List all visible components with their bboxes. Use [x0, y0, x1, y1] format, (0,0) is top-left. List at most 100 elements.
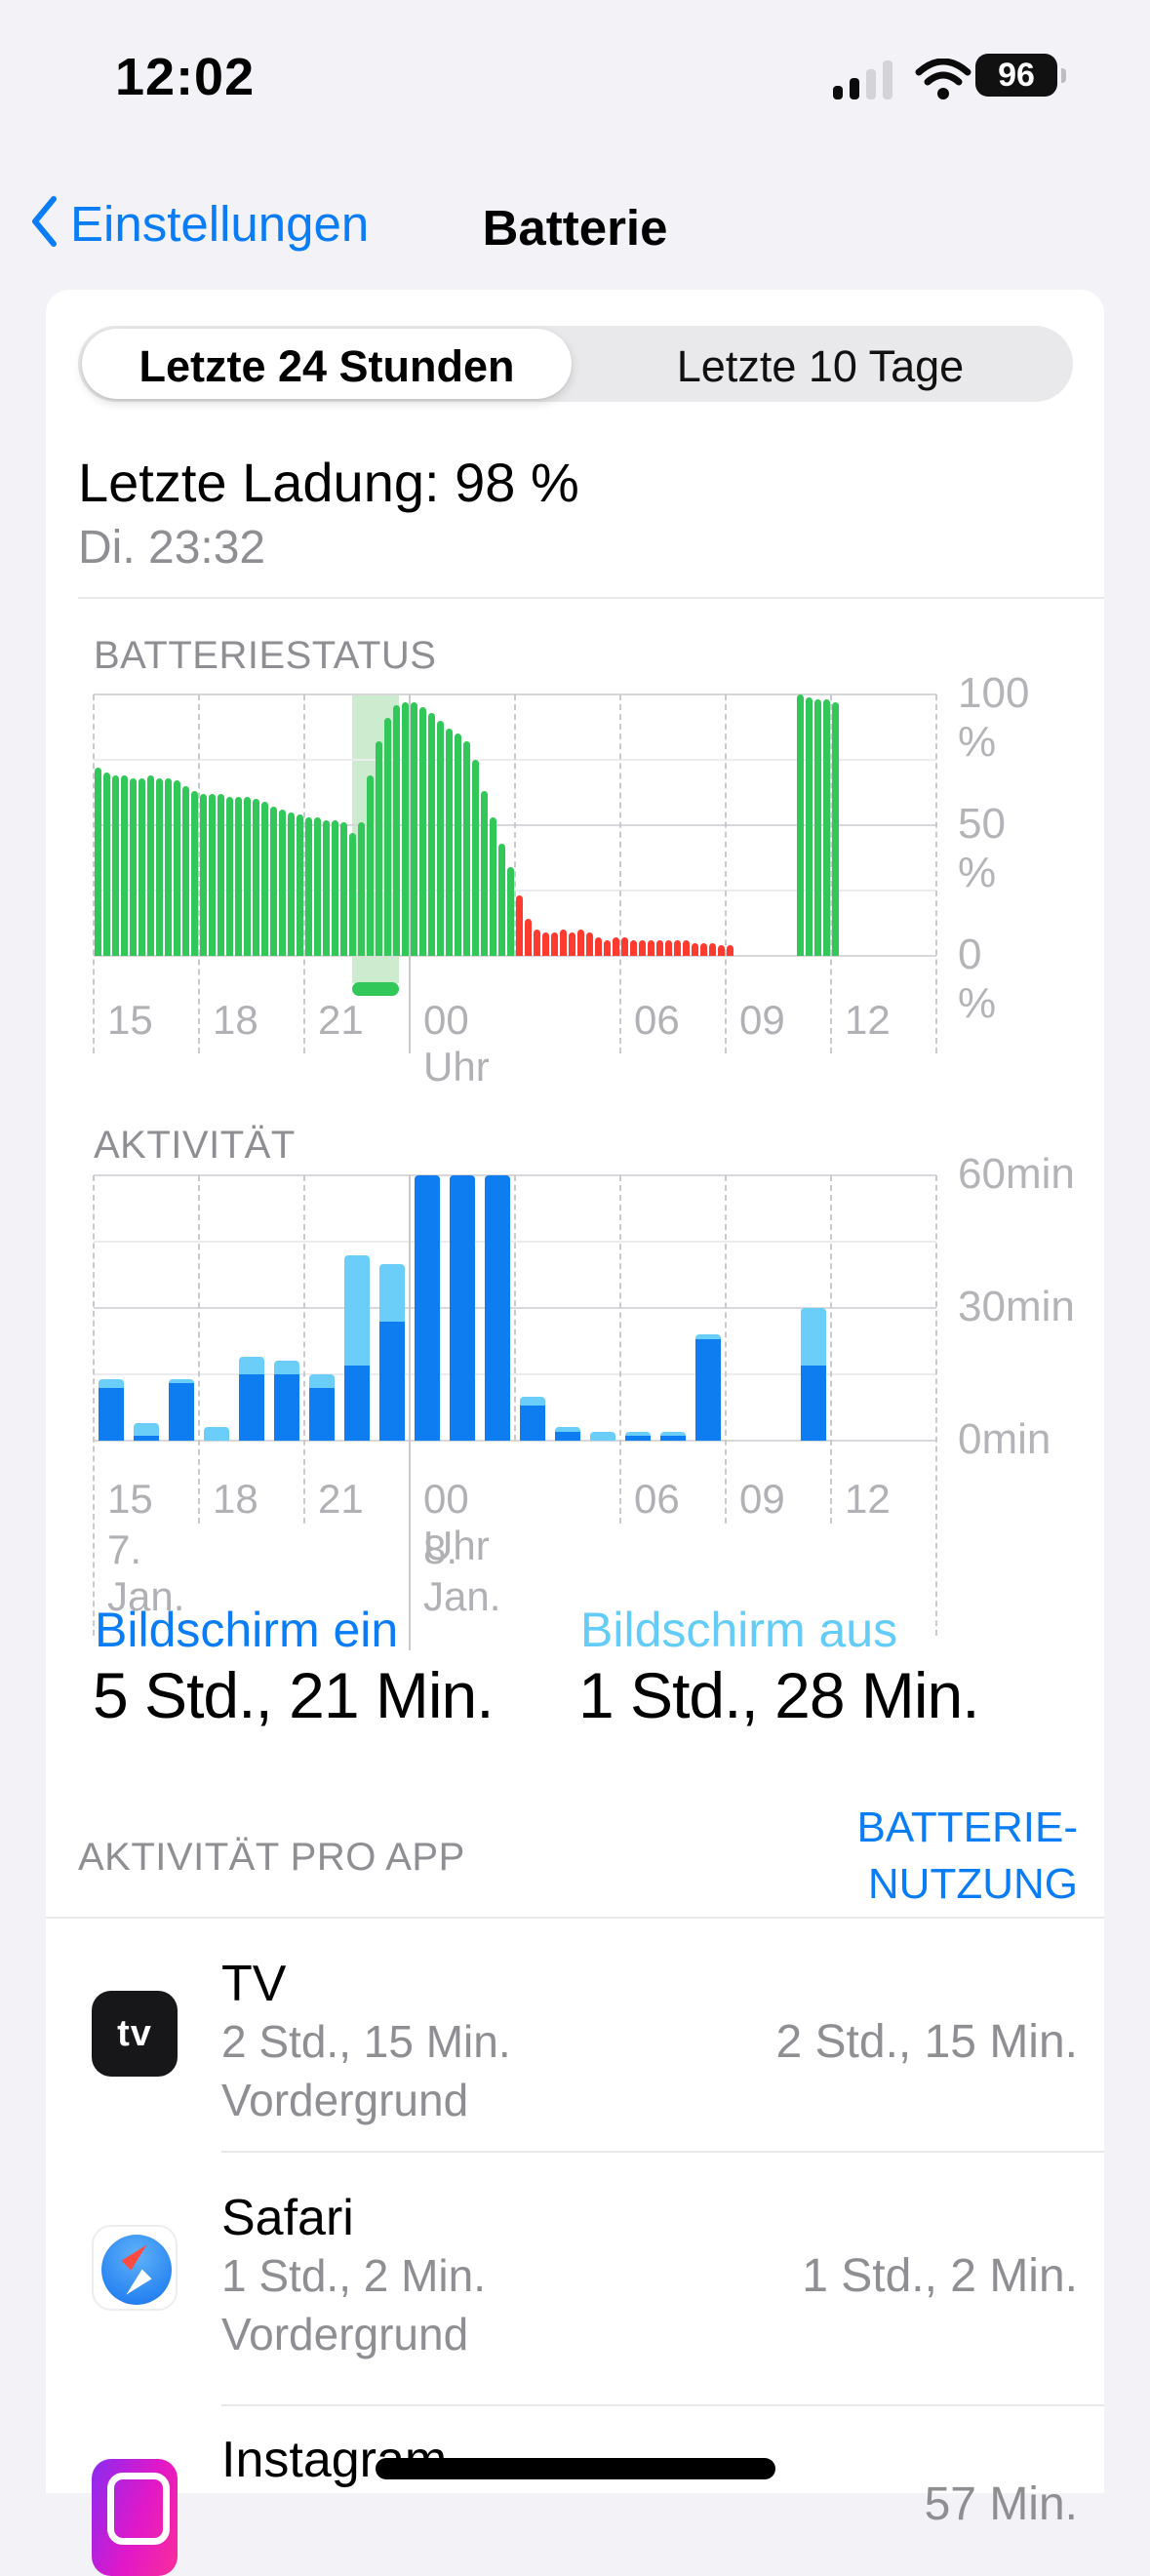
- screen-off-value: 1 Std., 28 Min.: [578, 1659, 980, 1731]
- home-indicator[interactable]: [376, 2458, 775, 2479]
- activity-bar-screen-off: [204, 1427, 229, 1441]
- x-axis-label: 00 Uhr: [423, 997, 490, 1090]
- battery-bar: [270, 807, 277, 956]
- battery-usage-link-line1: BATTERIE-: [856, 1803, 1078, 1851]
- battery-bar: [472, 760, 479, 956]
- x-axis-label: 15: [107, 1476, 153, 1522]
- back-label: Einstellungen: [70, 196, 370, 252]
- gridline: [93, 694, 95, 1053]
- battery-bar: [393, 704, 400, 956]
- app-total: 57 Min.: [924, 2478, 1078, 2530]
- activity-bar-screen-off: [801, 1308, 826, 1366]
- gridline: [93, 1175, 95, 1636]
- battery-bar: [498, 843, 505, 956]
- battery-bar: [147, 775, 154, 956]
- activity-bar-screen-off: [344, 1254, 370, 1366]
- battery-bar: [297, 814, 303, 956]
- segment-last-10d[interactable]: Letzte 10 Tage: [676, 341, 965, 391]
- battery-tip: [1061, 68, 1066, 83]
- battery-icon: 96: [975, 54, 1057, 97]
- activity-bar-screen-on: [520, 1405, 545, 1441]
- battery-bar: [323, 819, 330, 956]
- x-axis-label: 12: [845, 1476, 891, 1522]
- battery-bar: [288, 812, 295, 956]
- activity-bar-screen-on: [99, 1387, 124, 1441]
- y-axis-label: 0min: [958, 1415, 1051, 1463]
- app-mode: Vordergrund: [221, 2075, 469, 2125]
- safari-needle-red: [121, 2239, 152, 2271]
- midnight-gridline: [409, 1175, 411, 1650]
- battery-bar: [209, 793, 216, 956]
- battery-bar: [507, 866, 514, 956]
- battery-bar: [718, 945, 725, 956]
- activity-bar-screen-on: [695, 1338, 721, 1441]
- battery-bar: [516, 895, 523, 956]
- x-axis-label: 12: [845, 997, 891, 1043]
- per-app-header: AKTIVITÄT PRO APP: [78, 1836, 465, 1879]
- x-axis-label: 06: [634, 997, 680, 1043]
- activity-bar-screen-off: [555, 1427, 580, 1432]
- divider: [78, 597, 1104, 599]
- date-label: 8. Jan.: [423, 1526, 501, 1619]
- activity-bar-screen-off: [169, 1378, 194, 1384]
- activity-bar-screen-on: [169, 1383, 194, 1441]
- activity-bar-screen-off: [134, 1422, 159, 1437]
- x-axis-label: 21: [318, 997, 364, 1043]
- x-axis-label: 09: [739, 997, 785, 1043]
- wifi-icon: [915, 58, 972, 106]
- gridline: [94, 1440, 936, 1442]
- gridline: [94, 955, 936, 957]
- content-card: [46, 290, 1104, 2493]
- x-axis-label: 15: [107, 997, 153, 1043]
- activity-bar-screen-off: [379, 1263, 405, 1322]
- battery-bar: [700, 942, 707, 956]
- battery-bar: [402, 702, 409, 956]
- activity-bar-screen-off: [625, 1431, 651, 1437]
- activity-bar-screen-off: [274, 1361, 299, 1374]
- battery-bar: [797, 694, 804, 956]
- battery-bar: [806, 696, 813, 956]
- segment-selected-pill: [82, 329, 572, 399]
- activity-bar-screen-on: [555, 1431, 580, 1441]
- activity-bar-screen-on: [485, 1175, 510, 1441]
- gridline: [514, 1175, 516, 1441]
- battery-bar: [411, 702, 417, 956]
- activity-bar-screen-off: [590, 1431, 615, 1441]
- battery-bar: [200, 793, 207, 956]
- date-label: 7. Jan.: [107, 1526, 185, 1619]
- gridline: [935, 694, 937, 1053]
- activity-bar-screen-on: [625, 1436, 651, 1441]
- battery-bar: [551, 931, 558, 956]
- gridline: [303, 1175, 305, 1524]
- chevron-left-icon: [29, 195, 59, 253]
- divider: [46, 1917, 1104, 1919]
- battery-usage-link-line2: NUTZUNG: [867, 1860, 1078, 1908]
- activity-bar-screen-on: [134, 1436, 159, 1441]
- battery-bar: [428, 712, 435, 956]
- battery-bar: [586, 931, 593, 956]
- battery-bar: [130, 777, 137, 956]
- back-button[interactable]: Einstellungen: [29, 195, 369, 253]
- safari-app-icon: [92, 2225, 178, 2311]
- y-axis-label: 50 %: [958, 800, 1006, 896]
- y-axis-label: 0 %: [958, 931, 997, 1027]
- battery-bar: [349, 833, 356, 956]
- instagram-camera-outline: [107, 2473, 170, 2545]
- battery-bar: [665, 939, 672, 956]
- activity-bar-screen-on: [379, 1321, 405, 1441]
- activity-chart-title: AKTIVITÄT: [94, 1124, 296, 1167]
- battery-bar: [367, 775, 374, 956]
- battery-bar: [595, 937, 602, 956]
- gridline: [303, 694, 305, 1053]
- battery-bar: [823, 699, 830, 956]
- battery-usage-link[interactable]: BATTERIE- NUTZUNG: [856, 1800, 1078, 1913]
- segment-last-24h[interactable]: Letzte 24 Stunden: [139, 341, 515, 391]
- x-axis-label: 21: [318, 1476, 364, 1522]
- appletv-glyph: tv: [117, 2012, 152, 2054]
- appletv-app-icon: tv: [92, 1991, 178, 2077]
- battery-bar: [648, 939, 654, 956]
- battery-bar: [103, 773, 110, 956]
- gridline: [514, 694, 516, 956]
- gridline: [725, 694, 727, 1053]
- battery-bar: [314, 816, 321, 956]
